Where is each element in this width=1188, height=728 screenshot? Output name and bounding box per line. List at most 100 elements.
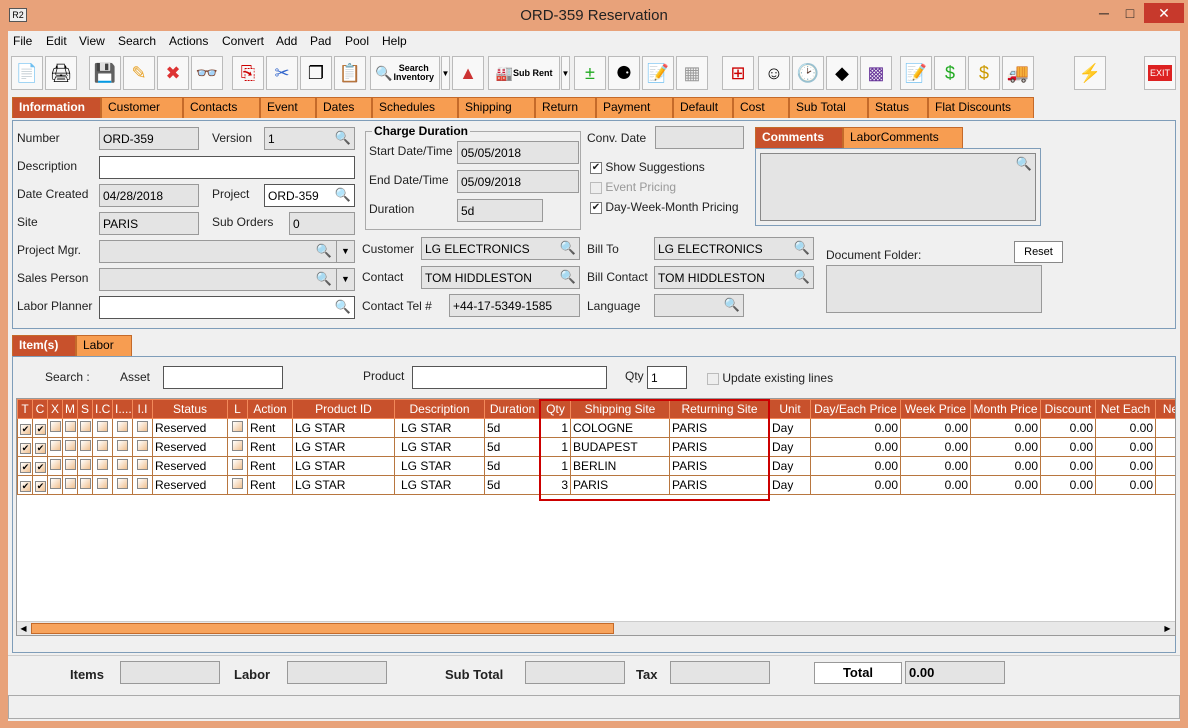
checkbox[interactable] <box>117 478 128 489</box>
cell-product-id[interactable]: LG STAR <box>292 456 395 476</box>
checkbox[interactable] <box>232 440 243 451</box>
maximize-button[interactable]: □ <box>1125 5 1135 21</box>
checkbox[interactable] <box>137 478 148 489</box>
add-remove-icon[interactable]: ± <box>574 56 606 90</box>
checkbox[interactable]: ✔ <box>20 443 31 454</box>
cell-shipping-site[interactable]: BUDAPEST <box>570 437 670 457</box>
tab-default[interactable]: Default <box>673 97 733 118</box>
tab-customer[interactable]: Customer <box>101 97 183 118</box>
column-header-l[interactable]: L <box>227 399 248 419</box>
smiley-icon[interactable]: ☺ <box>758 56 790 90</box>
dwm-pricing-checkbox[interactable]: ✔ Day-Week-Month Pricing <box>590 200 739 214</box>
checkbox[interactable] <box>65 478 76 489</box>
table-row[interactable]: ✔ ✔ Reserved Rent LG STAR LG STAR 5d 3 PARIS PARI… <box>17 475 1175 495</box>
sales-person-select[interactable]: 🔍 ▼ <box>99 268 355 291</box>
search-inventory-dropdown[interactable]: ▼ <box>441 56 450 90</box>
eraser-icon[interactable]: ◆ <box>826 56 858 90</box>
cell-discount[interactable]: 0.00 <box>1040 475 1096 495</box>
search-icon[interactable]: 🔍 <box>315 271 332 286</box>
cell-day-price[interactable]: 0.00 <box>810 456 901 476</box>
sub-rent-dropdown[interactable]: ▼ <box>561 56 570 90</box>
checkbox[interactable] <box>65 459 76 470</box>
menu-search[interactable]: Search <box>118 34 157 48</box>
checkbox[interactable] <box>50 421 61 432</box>
checkbox[interactable] <box>65 440 76 451</box>
cell-discount[interactable]: 0.00 <box>1040 437 1096 457</box>
shapes-icon[interactable]: ▲ <box>452 56 484 90</box>
cell-qty[interactable]: 1 <box>540 456 571 476</box>
search-icon[interactable]: 🔍 <box>559 240 576 255</box>
search-icon[interactable]: 🔍 <box>793 240 810 255</box>
search-icon[interactable]: 🔍 <box>334 130 351 145</box>
cell-month-price[interactable]: 0.00 <box>970 437 1041 457</box>
org-chart-icon[interactable]: ⊞ <box>722 56 754 90</box>
cell-action[interactable]: Rent <box>247 437 293 457</box>
save-icon[interactable]: 💾 <box>89 56 121 90</box>
tab-information[interactable]: Information <box>12 97 101 118</box>
binoculars-icon[interactable]: 👓 <box>191 56 223 90</box>
site-field[interactable]: PARIS <box>99 212 199 235</box>
checkbox[interactable] <box>50 478 61 489</box>
cell-product-id[interactable]: LG STAR <box>292 418 395 438</box>
cell-l[interactable] <box>227 475 248 495</box>
tab-comments[interactable]: Comments <box>755 127 843 148</box>
search-icon[interactable]: 🔍 <box>334 299 351 314</box>
checkbox[interactable] <box>232 459 243 470</box>
scroll-right-icon[interactable]: ▶ <box>1164 624 1171 633</box>
checkbox[interactable] <box>80 478 91 489</box>
cell-ne[interactable] <box>1155 456 1175 476</box>
table-row[interactable]: ✔ ✔ Reserved Rent LG STAR LG STAR 5d 1 BERLIN PAR… <box>17 456 1175 476</box>
show-suggestions-checkbox[interactable]: ✔ Show Suggestions <box>590 160 705 174</box>
tab-status[interactable]: Status <box>868 97 928 118</box>
chevron-down-icon[interactable]: ▼ <box>336 241 354 262</box>
tab-event[interactable]: Event <box>260 97 316 118</box>
cell-returning-site[interactable]: PARIS <box>669 456 770 476</box>
cell-status[interactable]: Reserved <box>152 475 228 495</box>
minimize-button[interactable]: ─ <box>1099 5 1109 21</box>
search-icon[interactable]: 🔍 <box>723 297 740 312</box>
cell-description[interactable]: LG STAR <box>394 437 485 457</box>
menu-view[interactable]: View <box>79 34 105 48</box>
cell-action[interactable]: Rent <box>247 418 293 438</box>
new-document-icon[interactable]: 📄 <box>11 56 43 90</box>
qty-input[interactable]: 1 <box>647 366 687 389</box>
checkbox[interactable] <box>97 421 108 432</box>
checkbox[interactable] <box>707 372 719 385</box>
language-field[interactable]: 🔍 <box>654 294 744 317</box>
menu-add[interactable]: Add <box>276 34 298 48</box>
cell-week-price[interactable]: 0.00 <box>900 456 971 476</box>
bill-to-field[interactable]: LG ELECTRONICS 🔍 <box>654 237 814 260</box>
version-field[interactable]: 1 🔍 <box>264 127 355 150</box>
edit-pencil-icon[interactable]: ✎ <box>123 56 155 90</box>
checkbox[interactable] <box>232 478 243 489</box>
money-transfer-icon[interactable]: $ <box>934 56 966 90</box>
cell-qty[interactable]: 1 <box>540 437 571 457</box>
tab-items[interactable]: Item(s) <box>12 335 76 356</box>
tab-contacts[interactable]: Contacts <box>183 97 260 118</box>
column-header-week-price[interactable]: Week Price <box>900 399 971 419</box>
checkbox[interactable]: ✔ <box>590 161 602 174</box>
cell-month-price[interactable]: 0.00 <box>970 418 1041 438</box>
cell-net-each[interactable]: 0.00 <box>1095 475 1156 495</box>
search-icon[interactable]: 🔍 <box>315 243 332 258</box>
reset-button[interactable]: Reset <box>1014 241 1063 263</box>
bill-contact-field[interactable]: TOM HIDDLESTON 🔍 <box>654 266 814 289</box>
delete-x-icon[interactable]: ✖ <box>157 56 189 90</box>
column-header-shipping-site[interactable]: Shipping Site <box>570 399 670 419</box>
description-input[interactable] <box>99 156 355 179</box>
column-header-i-c[interactable]: I.C <box>92 399 113 419</box>
column-header-t[interactable]: T <box>17 399 33 419</box>
cell-qty[interactable]: 3 <box>540 475 571 495</box>
column-header-day-each-price[interactable]: Day/Each Price <box>810 399 901 419</box>
cell-month-price[interactable]: 0.00 <box>970 475 1041 495</box>
cell-net-each[interactable]: 0.00 <box>1095 418 1156 438</box>
checkbox[interactable]: ✔ <box>35 462 46 473</box>
column-header-discount[interactable]: Discount <box>1040 399 1096 419</box>
truck-icon[interactable]: 🚚 <box>1002 56 1034 90</box>
comments-textarea[interactable]: 🔍 <box>760 153 1036 221</box>
cell-duration[interactable]: 5d <box>484 418 541 438</box>
checkbox[interactable] <box>590 181 602 194</box>
column-header-returning-site[interactable]: Returning Site <box>669 399 770 419</box>
cell-returning-site[interactable]: PARIS <box>669 418 770 438</box>
scroll-left-icon[interactable]: ◀ <box>20 624 27 633</box>
